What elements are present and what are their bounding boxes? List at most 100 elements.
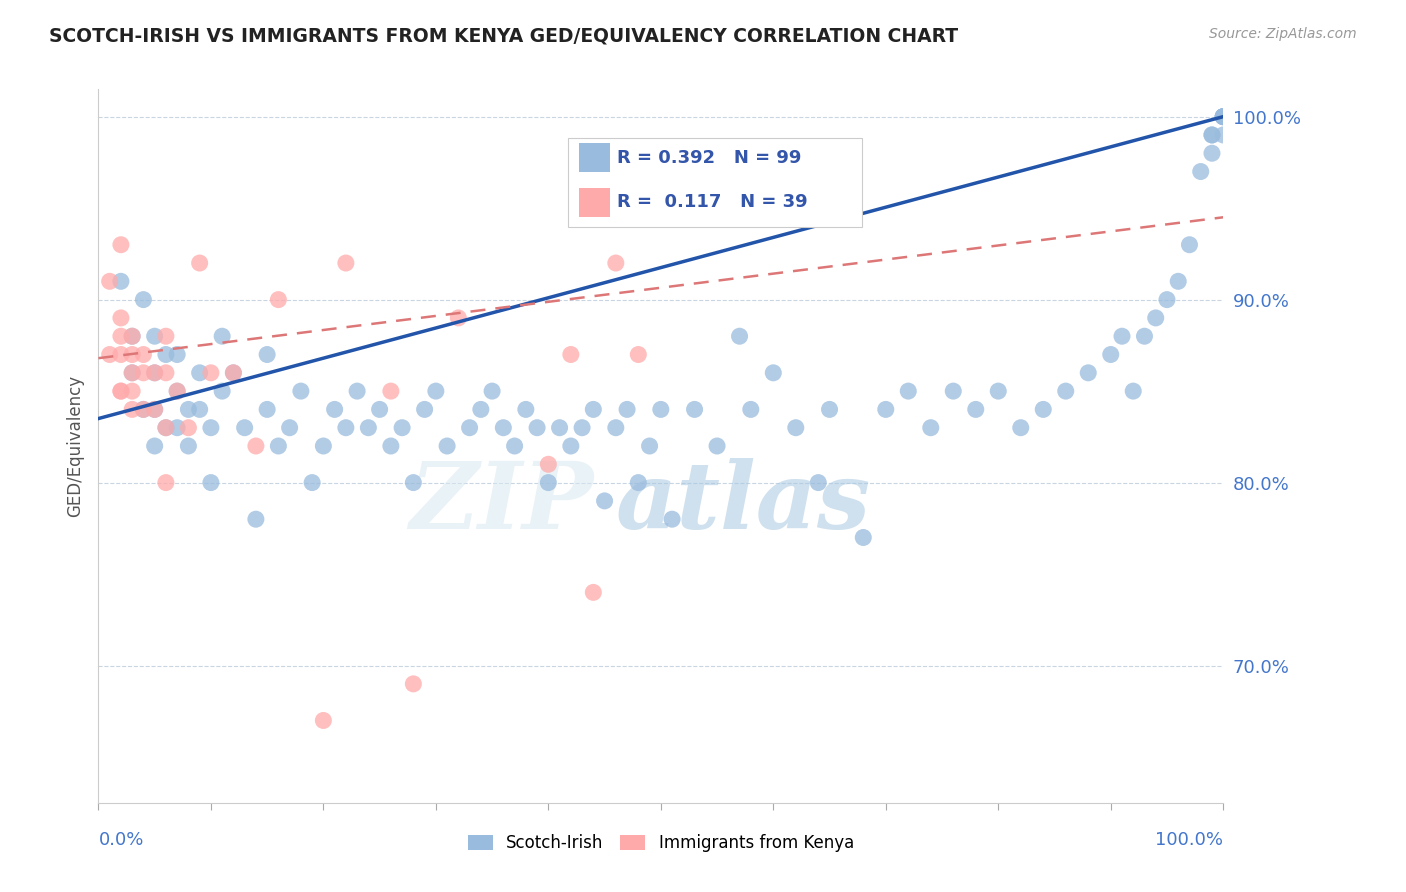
Point	[548, 420, 571, 434]
Point	[638, 439, 661, 453]
Point	[110, 384, 132, 398]
Point	[627, 475, 650, 490]
Point	[121, 366, 143, 380]
Point	[143, 329, 166, 343]
Text: R = 0.392   N = 99: R = 0.392 N = 99	[617, 149, 801, 167]
Point	[312, 714, 335, 728]
Point	[627, 347, 650, 361]
Point	[132, 293, 155, 307]
Point	[346, 384, 368, 398]
Point	[762, 366, 785, 380]
Point	[785, 420, 807, 434]
Point	[166, 384, 188, 398]
Point	[245, 512, 267, 526]
Point	[897, 384, 920, 398]
Point	[942, 384, 965, 398]
Point	[121, 329, 143, 343]
Point	[132, 347, 155, 361]
Point	[1099, 347, 1122, 361]
Point	[155, 366, 177, 380]
Point	[188, 366, 211, 380]
Point	[605, 420, 627, 434]
Point	[245, 439, 267, 453]
Point	[200, 475, 222, 490]
Point	[335, 420, 357, 434]
Point	[110, 384, 132, 398]
Text: 100.0%: 100.0%	[1156, 831, 1223, 849]
Point	[402, 677, 425, 691]
Point	[987, 384, 1010, 398]
Point	[728, 329, 751, 343]
Point	[1201, 128, 1223, 142]
Point	[143, 366, 166, 380]
Point	[312, 439, 335, 453]
Point	[177, 439, 200, 453]
Point	[188, 402, 211, 417]
Point	[481, 384, 503, 398]
Point	[267, 293, 290, 307]
Point	[1178, 237, 1201, 252]
Point	[965, 402, 987, 417]
Point	[807, 475, 830, 490]
Point	[323, 402, 346, 417]
Point	[380, 439, 402, 453]
Point	[492, 420, 515, 434]
Point	[1167, 274, 1189, 288]
Point	[447, 310, 470, 325]
Point	[155, 329, 177, 343]
Point	[301, 475, 323, 490]
Point	[537, 475, 560, 490]
Point	[256, 402, 278, 417]
Point	[1156, 293, 1178, 307]
Text: R =  0.117   N = 39: R = 0.117 N = 39	[617, 194, 808, 211]
Point	[706, 439, 728, 453]
Point	[582, 402, 605, 417]
Point	[1032, 402, 1054, 417]
Point	[121, 329, 143, 343]
Point	[132, 402, 155, 417]
Point	[143, 402, 166, 417]
Point	[155, 347, 177, 361]
Point	[143, 402, 166, 417]
Point	[335, 256, 357, 270]
Point	[1054, 384, 1077, 398]
Text: SCOTCH-IRISH VS IMMIGRANTS FROM KENYA GED/EQUIVALENCY CORRELATION CHART: SCOTCH-IRISH VS IMMIGRANTS FROM KENYA GE…	[49, 27, 959, 45]
Point	[267, 439, 290, 453]
Point	[121, 384, 143, 398]
Point	[425, 384, 447, 398]
Text: Source: ZipAtlas.com: Source: ZipAtlas.com	[1209, 27, 1357, 41]
Point	[503, 439, 526, 453]
Point	[391, 420, 413, 434]
Point	[920, 420, 942, 434]
Point	[132, 366, 155, 380]
Point	[1212, 110, 1234, 124]
Point	[1212, 110, 1234, 124]
Point	[155, 475, 177, 490]
Point	[155, 420, 177, 434]
Point	[470, 402, 492, 417]
Point	[110, 274, 132, 288]
Point	[110, 329, 132, 343]
Point	[121, 347, 143, 361]
Point	[571, 420, 593, 434]
Point	[740, 402, 762, 417]
Point	[256, 347, 278, 361]
Point	[875, 402, 897, 417]
Point	[1201, 146, 1223, 161]
Point	[200, 420, 222, 434]
Point	[413, 402, 436, 417]
Point	[1144, 310, 1167, 325]
Point	[132, 402, 155, 417]
Point	[1212, 110, 1234, 124]
Point	[110, 237, 132, 252]
Point	[166, 347, 188, 361]
Point	[177, 420, 200, 434]
Point	[188, 256, 211, 270]
Point	[537, 458, 560, 472]
Point	[98, 347, 121, 361]
Point	[155, 420, 177, 434]
Point	[177, 402, 200, 417]
Point	[357, 420, 380, 434]
Point	[661, 512, 683, 526]
Point	[1077, 366, 1099, 380]
